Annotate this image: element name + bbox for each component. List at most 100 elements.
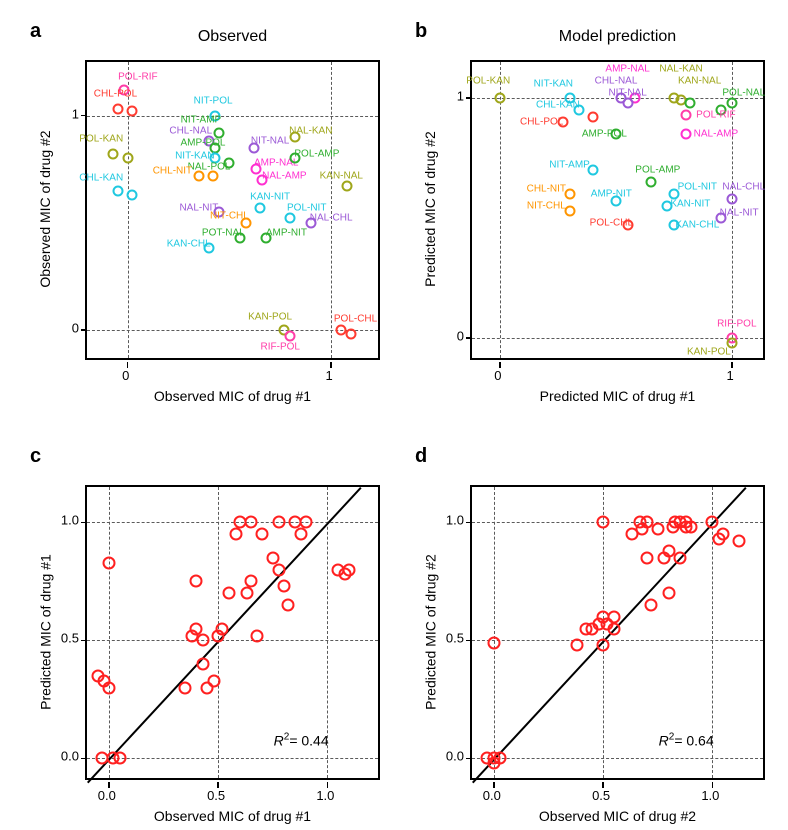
gridline-h <box>87 758 378 759</box>
tick-y <box>81 758 87 760</box>
data-point <box>685 97 696 108</box>
data-point <box>680 129 691 140</box>
tick-y <box>466 640 472 642</box>
tick-y <box>466 522 472 524</box>
tick-y <box>466 758 472 760</box>
data-point <box>273 516 286 529</box>
data-point <box>640 551 653 564</box>
data-point <box>112 185 123 196</box>
tick-label-y: 1 <box>55 106 79 121</box>
point-label: POL-KAN <box>79 134 123 145</box>
data-point <box>570 639 583 652</box>
point-label: NAL-NIT <box>720 208 759 219</box>
point-label: NAL-CHL <box>722 181 765 192</box>
tick-label-x: 0.5 <box>592 788 610 803</box>
gridline-h <box>87 640 378 641</box>
data-point <box>717 528 730 541</box>
point-label: CHL-POL <box>520 117 563 128</box>
point-label: KAN-NIT <box>670 198 710 209</box>
data-point <box>342 181 353 192</box>
point-label: POL-NAL <box>722 88 765 99</box>
data-point <box>608 622 621 635</box>
point-label: POL-NIT <box>287 202 326 213</box>
point-label: POL-RIF <box>118 72 157 83</box>
data-point <box>254 202 265 213</box>
point-label: CHL-NAL <box>169 125 212 136</box>
tick-y <box>81 115 87 117</box>
data-point <box>706 516 719 529</box>
data-point <box>587 112 598 123</box>
data-point <box>223 587 236 600</box>
data-point <box>494 752 507 765</box>
panel-title-a: Observed <box>85 28 380 46</box>
tick-label-x: 0.5 <box>207 788 225 803</box>
point-label: AMP-POL <box>582 129 627 140</box>
data-point <box>273 563 286 576</box>
point-label: CHL-POL <box>94 89 137 100</box>
panel-letter-b: b <box>415 20 427 43</box>
point-label: RIF-POL <box>261 342 300 353</box>
gridline-h <box>472 338 763 339</box>
tick-label-x: 1 <box>326 368 333 383</box>
data-point <box>190 575 203 588</box>
data-point <box>622 97 633 108</box>
point-label: KAN-NAL <box>678 76 721 87</box>
point-label: CHL-KAN <box>536 100 580 111</box>
data-point <box>108 149 119 160</box>
tick-label-y: 0.0 <box>440 749 464 764</box>
gridline-h <box>472 522 763 523</box>
data-point <box>214 127 225 138</box>
tick-label-y: 0 <box>55 320 79 335</box>
data-point <box>487 636 500 649</box>
tick-label-y: 0.5 <box>55 631 79 646</box>
data-point <box>208 170 219 181</box>
data-point <box>651 523 664 536</box>
data-point <box>240 587 253 600</box>
point-label: NAL-AMP <box>262 170 306 181</box>
data-point <box>126 189 137 200</box>
tick-label-x: 0 <box>122 368 129 383</box>
data-point <box>494 93 505 104</box>
tick-label-x: 0.0 <box>98 788 116 803</box>
point-label: KAN-POL <box>687 347 731 358</box>
tick-label-x: 1.0 <box>316 788 334 803</box>
tick-label-y: 1.0 <box>55 513 79 528</box>
panel-letter-d: d <box>415 445 427 468</box>
point-label: POL-CHL <box>590 217 633 228</box>
data-point <box>727 193 738 204</box>
data-point <box>102 556 115 569</box>
data-point <box>179 681 192 694</box>
data-point <box>285 213 296 224</box>
tick-label-x: 1.0 <box>701 788 719 803</box>
r-squared: R2= 0.44 <box>274 731 329 748</box>
point-label: POL-AMP <box>635 165 680 176</box>
point-label: KAN-NAL <box>320 170 363 181</box>
data-point <box>597 516 610 529</box>
tick-y <box>81 329 87 331</box>
point-label: NIT-CHL <box>527 201 566 212</box>
tick-y <box>466 337 472 339</box>
xlabel-d: Observed MIC of drug #2 <box>470 808 765 824</box>
data-point <box>122 153 133 164</box>
gridline-h <box>472 758 763 759</box>
tick-label-y: 1 <box>440 89 464 104</box>
data-point <box>216 622 229 635</box>
data-point <box>597 639 610 652</box>
data-point <box>102 681 115 694</box>
data-point <box>346 329 357 340</box>
point-label: NAL-KAN <box>659 64 702 75</box>
data-point <box>193 170 204 181</box>
data-point <box>277 580 290 593</box>
point-label: RIF-POL <box>717 318 756 329</box>
point-label: CHL-NAL <box>595 76 638 87</box>
tick-label-y: 0.5 <box>440 631 464 646</box>
ylabel-d: Predicted MIC of drug #2 <box>422 484 438 779</box>
data-point <box>96 752 109 765</box>
panel-title-b: Model prediction <box>470 28 765 46</box>
data-point <box>244 516 257 529</box>
point-label: AMP-NIT <box>266 228 307 239</box>
ylabel-b: Predicted MIC of drug #2 <box>422 59 438 359</box>
data-point <box>727 97 738 108</box>
gridline-v <box>603 487 604 778</box>
data-point <box>684 521 697 534</box>
